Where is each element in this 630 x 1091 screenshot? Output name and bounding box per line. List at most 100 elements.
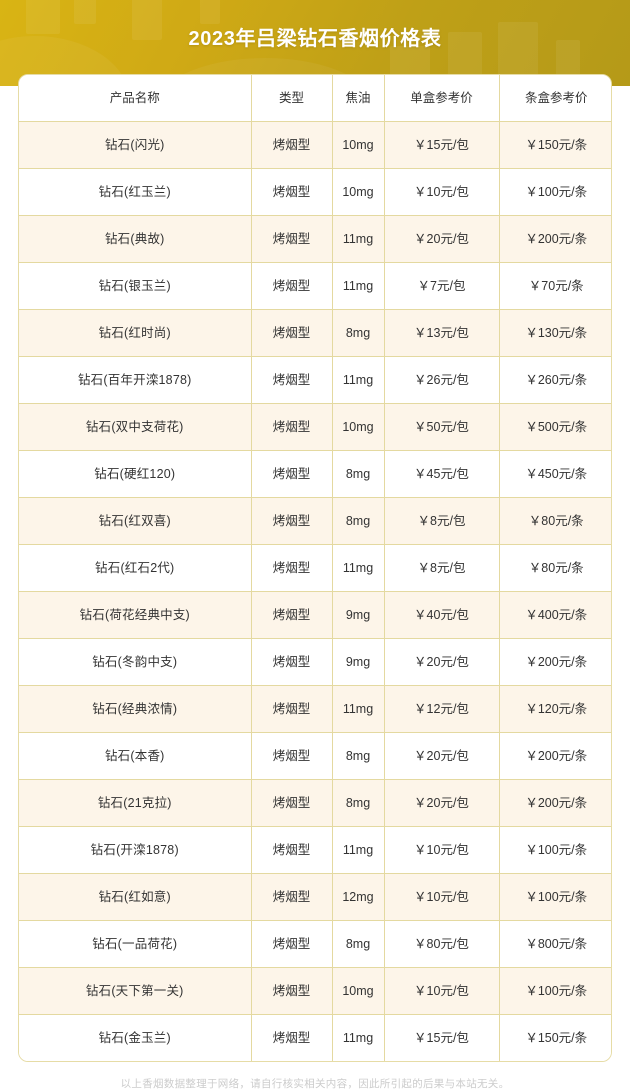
cell-name: 钻石(一品荷花) (19, 920, 252, 968)
cell-type: 烤烟型 (251, 168, 333, 216)
table-row[interactable]: 钻石(开滦1878) 烤烟型 11mg ￥10元/包 ￥100元/条 (19, 826, 611, 874)
table-row[interactable]: 钻石(典故) 烤烟型 11mg ￥20元/包 ￥200元/条 (19, 215, 611, 263)
cell-tar: 10mg (332, 121, 385, 169)
cell-pack: ￥15元/包 (384, 1014, 500, 1061)
cell-carton: ￥500元/条 (499, 403, 611, 451)
cell-carton: ￥200元/条 (499, 638, 611, 686)
cell-type: 烤烟型 (251, 638, 333, 686)
table-row[interactable]: 钻石(红如意) 烤烟型 12mg ￥10元/包 ￥100元/条 (19, 873, 611, 921)
cell-pack: ￥7元/包 (384, 262, 500, 310)
cell-pack: ￥40元/包 (384, 591, 500, 639)
cell-type: 烤烟型 (251, 967, 333, 1015)
cell-type: 烤烟型 (251, 732, 333, 780)
table-row[interactable]: 钻石(红时尚) 烤烟型 8mg ￥13元/包 ￥130元/条 (19, 309, 611, 357)
cell-type: 烤烟型 (251, 403, 333, 451)
cell-pack: ￥10元/包 (384, 873, 500, 921)
cell-type: 烤烟型 (251, 826, 333, 874)
cell-pack: ￥20元/包 (384, 638, 500, 686)
table-row[interactable]: 钻石(经典浓情) 烤烟型 11mg ￥12元/包 ￥120元/条 (19, 685, 611, 733)
cell-type: 烤烟型 (251, 309, 333, 357)
cell-pack: ￥20元/包 (384, 779, 500, 827)
table-row[interactable]: 钻石(百年开滦1878) 烤烟型 11mg ￥26元/包 ￥260元/条 (19, 356, 611, 404)
table-body: 钻石(闪光) 烤烟型 10mg ￥15元/包 ￥150元/条 钻石(红玉兰) 烤烟型 10mg… (19, 121, 611, 1061)
table-row[interactable]: 钻石(金玉兰) 烤烟型 11mg ￥15元/包 ￥150元/条 (19, 1014, 611, 1061)
table-header: 产品名称 类型 焦油 单盒参考价 条盒参考价 (19, 75, 611, 122)
cell-type: 烤烟型 (251, 779, 333, 827)
cell-carton: ￥130元/条 (499, 309, 611, 357)
cell-name: 钻石(荷花经典中支) (19, 591, 252, 639)
cell-type: 烤烟型 (251, 544, 333, 592)
cell-name: 钻石(冬韵中支) (19, 638, 252, 686)
cell-tar: 11mg (332, 1014, 385, 1061)
cell-pack: ￥10元/包 (384, 168, 500, 216)
cell-tar: 9mg (332, 638, 385, 686)
cigarette-price-table: 产品名称 类型 焦油 单盒参考价 条盒参考价 钻石(闪光) 烤烟型 10mg ￥15元… (19, 75, 611, 1061)
cell-carton: ￥100元/条 (499, 168, 611, 216)
table-row[interactable]: 钻石(荷花经典中支) 烤烟型 9mg ￥40元/包 ￥400元/条 (19, 591, 611, 639)
cell-tar: 11mg (332, 685, 385, 733)
cell-type: 烤烟型 (251, 215, 333, 263)
table-row[interactable]: 钻石(21克拉) 烤烟型 8mg ￥20元/包 ￥200元/条 (19, 779, 611, 827)
table-row[interactable]: 钻石(硬红120) 烤烟型 8mg ￥45元/包 ￥450元/条 (19, 450, 611, 498)
cell-tar: 8mg (332, 920, 385, 968)
cell-name: 钻石(闪光) (19, 121, 252, 169)
column-header-type[interactable]: 类型 (251, 75, 333, 122)
table-row[interactable]: 钻石(闪光) 烤烟型 10mg ￥15元/包 ￥150元/条 (19, 121, 611, 169)
cell-type: 烤烟型 (251, 685, 333, 733)
cell-carton: ￥800元/条 (499, 920, 611, 968)
table-row[interactable]: 钻石(红双喜) 烤烟型 8mg ￥8元/包 ￥80元/条 (19, 497, 611, 545)
table-row[interactable]: 钻石(一品荷花) 烤烟型 8mg ￥80元/包 ￥800元/条 (19, 920, 611, 968)
table-row[interactable]: 钻石(红石2代) 烤烟型 11mg ￥8元/包 ￥80元/条 (19, 544, 611, 592)
cell-type: 烤烟型 (251, 262, 333, 310)
cell-pack: ￥20元/包 (384, 215, 500, 263)
cell-tar: 9mg (332, 591, 385, 639)
cell-pack: ￥10元/包 (384, 967, 500, 1015)
cell-tar: 11mg (332, 262, 385, 310)
column-header-name[interactable]: 产品名称 (19, 75, 252, 122)
cell-tar: 8mg (332, 779, 385, 827)
column-header-carton[interactable]: 条盒参考价 (499, 75, 611, 122)
cell-carton: ￥80元/条 (499, 497, 611, 545)
cell-tar: 11mg (332, 544, 385, 592)
cell-name: 钻石(金玉兰) (19, 1014, 252, 1061)
cell-carton: ￥70元/条 (499, 262, 611, 310)
cell-carton: ￥150元/条 (499, 1014, 611, 1061)
column-header-pack[interactable]: 单盒参考价 (384, 75, 500, 122)
cell-type: 烤烟型 (251, 450, 333, 498)
cell-tar: 11mg (332, 826, 385, 874)
cell-name: 钻石(百年开滦1878) (19, 356, 252, 404)
cell-name: 钻石(经典浓情) (19, 685, 252, 733)
cell-tar: 8mg (332, 309, 385, 357)
cell-carton: ￥80元/条 (499, 544, 611, 592)
cell-name: 钻石(红双喜) (19, 497, 252, 545)
table-header-row: 产品名称 类型 焦油 单盒参考价 条盒参考价 (19, 75, 611, 122)
cell-pack: ￥80元/包 (384, 920, 500, 968)
cell-pack: ￥45元/包 (384, 450, 500, 498)
cell-pack: ￥20元/包 (384, 732, 500, 780)
cell-tar: 11mg (332, 356, 385, 404)
table-row[interactable]: 钻石(本香) 烤烟型 8mg ￥20元/包 ￥200元/条 (19, 732, 611, 780)
cell-pack: ￥13元/包 (384, 309, 500, 357)
table-row[interactable]: 钻石(冬韵中支) 烤烟型 9mg ￥20元/包 ￥200元/条 (19, 638, 611, 686)
cell-tar: 8mg (332, 732, 385, 780)
cell-carton: ￥120元/条 (499, 685, 611, 733)
cell-type: 烤烟型 (251, 873, 333, 921)
cell-carton: ￥150元/条 (499, 121, 611, 169)
cell-name: 钻石(银玉兰) (19, 262, 252, 310)
cell-type: 烤烟型 (251, 497, 333, 545)
table-row[interactable]: 钻石(双中支荷花) 烤烟型 10mg ￥50元/包 ￥500元/条 (19, 403, 611, 451)
column-header-tar[interactable]: 焦油 (332, 75, 385, 122)
cell-carton: ￥100元/条 (499, 967, 611, 1015)
cell-name: 钻石(红玉兰) (19, 168, 252, 216)
cell-tar: 10mg (332, 403, 385, 451)
cell-tar: 8mg (332, 497, 385, 545)
cell-pack: ￥15元/包 (384, 121, 500, 169)
table-row[interactable]: 钻石(天下第一关) 烤烟型 10mg ￥10元/包 ￥100元/条 (19, 967, 611, 1015)
cell-type: 烤烟型 (251, 121, 333, 169)
table-row[interactable]: 钻石(红玉兰) 烤烟型 10mg ￥10元/包 ￥100元/条 (19, 168, 611, 216)
cell-pack: ￥50元/包 (384, 403, 500, 451)
table-row[interactable]: 钻石(银玉兰) 烤烟型 11mg ￥7元/包 ￥70元/条 (19, 262, 611, 310)
cell-tar: 10mg (332, 967, 385, 1015)
cell-pack: ￥8元/包 (384, 497, 500, 545)
